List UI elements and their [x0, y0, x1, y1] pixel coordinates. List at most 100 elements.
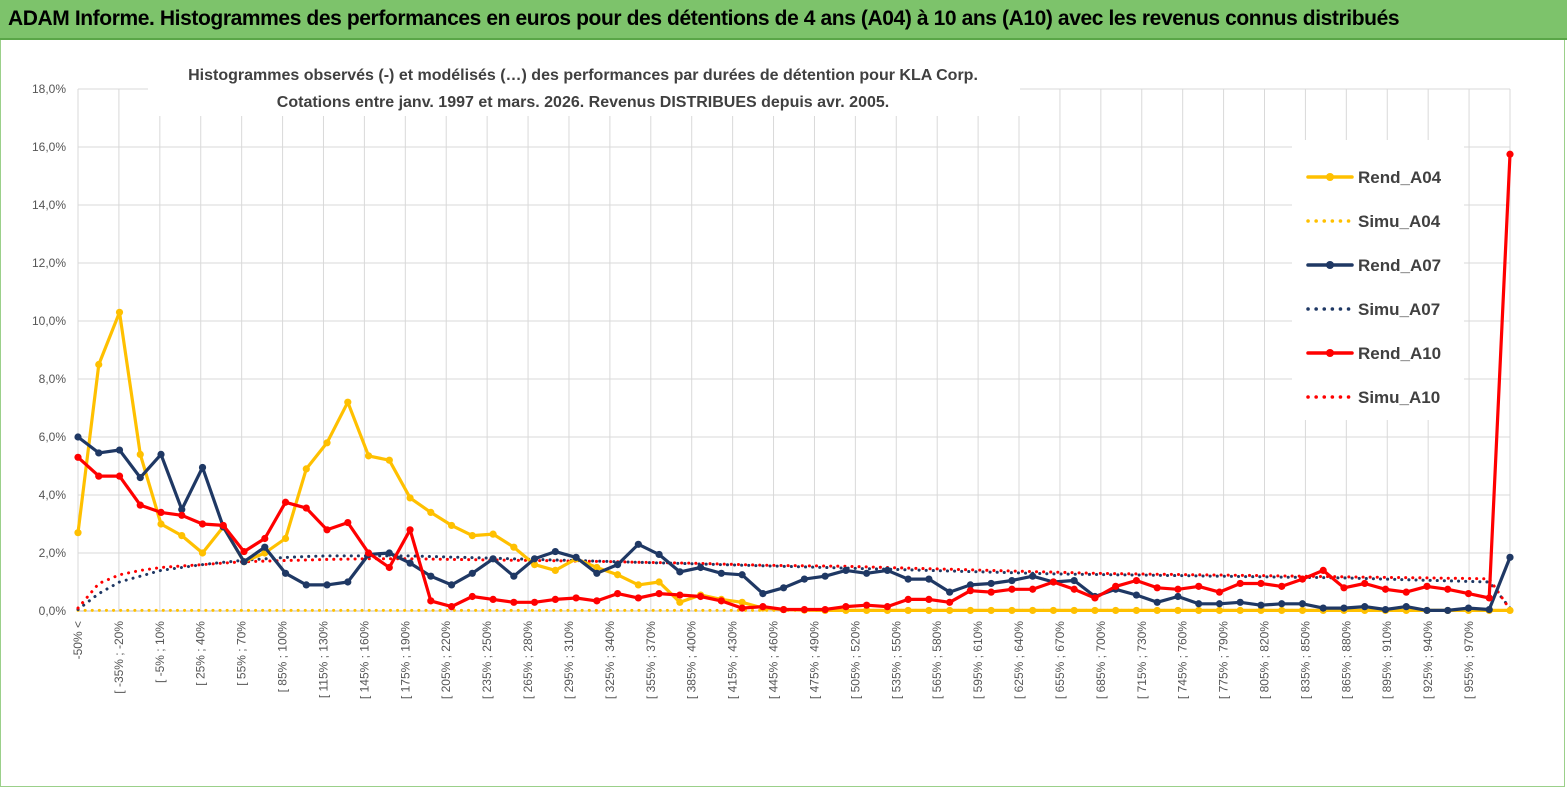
x-tick-label: [ 745% ; 760%: [1176, 621, 1190, 699]
data-point-Rend_A07: [427, 572, 435, 580]
data-point-Rend_A04: [406, 494, 414, 502]
data-point-Rend_A10: [1029, 585, 1037, 593]
data-point-Rend_A10: [530, 598, 539, 606]
data-point-Rend_A07: [198, 463, 207, 472]
data-point-Rend_A04: [157, 520, 165, 528]
data-point-Rend_A10: [1132, 576, 1141, 585]
data-point-Rend_A07: [240, 558, 248, 566]
data-point-Rend_A04: [966, 606, 975, 615]
data-point-Rend_A04: [1049, 606, 1058, 615]
data-point-Rend_A04: [946, 606, 954, 615]
data-point-Rend_A10: [1402, 588, 1410, 596]
data-point-Rend_A04: [198, 549, 207, 557]
data-point-Rend_A10: [1319, 566, 1327, 575]
data-point-Rend_A07: [510, 572, 518, 580]
x-tick-label: [ -5% ; 10%: [153, 621, 167, 683]
x-tick-label: [ 85% ; 100%: [276, 621, 290, 693]
data-point-Rend_A04: [1506, 606, 1514, 615]
data-point-Rend_A04: [302, 465, 310, 473]
data-point-Rend_A07: [261, 543, 269, 551]
x-tick-label: [ 775% ; 790%: [1217, 621, 1231, 699]
data-point-Rend_A10: [136, 501, 144, 509]
data-point-Rend_A07: [593, 569, 601, 577]
data-point-Rend_A10: [1444, 585, 1452, 593]
data-point-Rend_A04: [863, 606, 871, 615]
legend-label-Simu_A10: Simu_A10: [1358, 388, 1440, 407]
data-point-Rend_A10: [966, 587, 975, 595]
x-tick-label: [ 415% ; 430%: [726, 621, 740, 699]
data-point-Rend_A04: [1132, 606, 1141, 615]
data-point-Rend_A07: [1298, 600, 1307, 608]
data-point-Rend_A07: [904, 575, 912, 583]
data-point-Rend_A10: [198, 520, 207, 528]
data-point-Rend_A10: [717, 597, 725, 605]
x-tick-label: [ 655% ; 670%: [1053, 621, 1067, 699]
x-tick-label: [ -35% ; -20%: [112, 621, 126, 694]
y-tick-label: 10,0%: [32, 314, 66, 328]
x-tick-label: -50% <: [71, 621, 85, 659]
series-line-Simu_A10: [76, 557, 1512, 611]
data-point-Rend_A10: [925, 595, 933, 604]
x-tick-label: [ 115% ; 130%: [316, 621, 330, 698]
data-point-Rend_A04: [1195, 606, 1203, 615]
data-point-Rend_A07: [613, 561, 622, 569]
data-point-Rend_A07: [800, 575, 808, 583]
data-point-Rend_A07: [925, 575, 933, 583]
data-point-Rend_A04: [613, 571, 622, 579]
y-tick-label: 4,0%: [39, 488, 67, 502]
data-point-Rend_A07: [946, 588, 954, 596]
y-tick-label: 12,0%: [32, 256, 66, 270]
data-point-Rend_A10: [883, 603, 891, 611]
data-point-Rend_A10: [1091, 594, 1099, 602]
data-point-Rend_A10: [655, 590, 663, 598]
data-point-Rend_A04: [385, 456, 393, 464]
data-point-Rend_A10: [510, 598, 518, 606]
data-point-Rend_A10: [1070, 585, 1078, 593]
data-point-Rend_A07: [655, 550, 663, 559]
x-tick-label: [ 625% ; 640%: [1012, 621, 1026, 699]
data-point-Rend_A07: [447, 581, 456, 589]
data-point-Rend_A10: [1381, 585, 1390, 593]
data-point-Rend_A10: [1423, 582, 1431, 590]
x-tick-label: [ 535% ; 550%: [889, 621, 903, 699]
data-point-Rend_A10: [427, 597, 435, 605]
data-point-Rend_A07: [530, 555, 539, 563]
data-point-Rend_A07: [1381, 605, 1390, 614]
data-point-Rend_A10: [634, 594, 642, 602]
legend-label-Rend_A10: Rend_A10: [1358, 344, 1441, 363]
data-point-Rend_A04: [1236, 606, 1244, 615]
data-point-Rend_A07: [1278, 600, 1286, 608]
data-point-Rend_A10: [613, 590, 622, 598]
data-point-Rend_A10: [697, 592, 705, 601]
data-point-Rend_A07: [344, 578, 352, 586]
data-point-Rend_A10: [551, 595, 559, 604]
data-point-Rend_A07: [468, 569, 476, 577]
data-point-Rend_A07: [572, 553, 580, 561]
data-point-Rend_A04: [115, 308, 124, 316]
data-point-Rend_A10: [572, 594, 580, 602]
data-point-Rend_A10: [157, 508, 165, 516]
legend-label-Rend_A07: Rend_A07: [1358, 256, 1441, 275]
x-tick-label: [ 295% ; 310%: [562, 621, 576, 699]
data-point-Rend_A10: [468, 592, 476, 601]
data-point-Rend_A07: [1319, 604, 1327, 612]
data-point-Rend_A10: [1340, 584, 1348, 592]
data-point-Rend_A04: [904, 606, 912, 615]
data-point-Rend_A07: [95, 449, 103, 457]
data-point-Rend_A07: [738, 571, 746, 579]
data-point-Rend_A10: [1215, 588, 1224, 596]
data-point-Rend_A07: [759, 590, 767, 598]
data-point-Rend_A10: [261, 534, 269, 543]
data-point-Rend_A07: [178, 505, 186, 514]
data-point-Rend_A07: [323, 581, 331, 589]
x-tick-label: [ 25% ; 40%: [194, 621, 208, 686]
data-point-Rend_A04: [1153, 606, 1161, 615]
data-point-Rend_A10: [1361, 579, 1369, 588]
x-tick-label: [ 685% ; 700%: [1094, 621, 1108, 699]
data-point-Rend_A07: [863, 569, 871, 577]
data-point-Rend_A04: [489, 530, 497, 538]
x-tick-label: [ 865% ; 880%: [1339, 621, 1353, 699]
data-point-Rend_A10: [115, 472, 124, 480]
x-tick-label: [ 145% ; 160%: [357, 621, 371, 699]
x-tick-label: [ 925% ; 940%: [1421, 621, 1435, 699]
